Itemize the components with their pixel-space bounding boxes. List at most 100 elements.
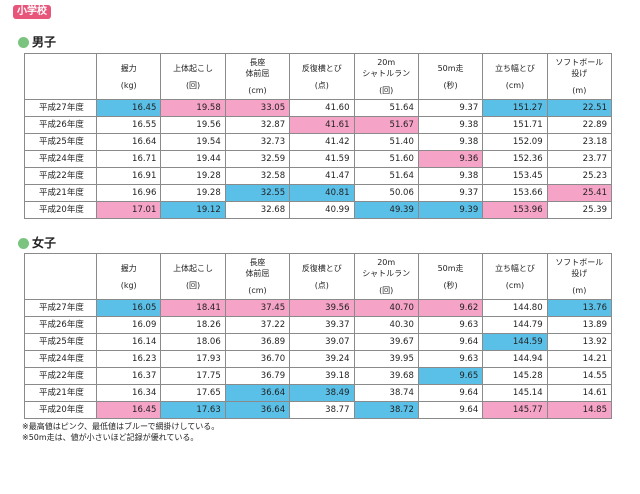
value-cell: 39.18 <box>289 367 355 385</box>
column-header-unit: (秒) <box>443 80 458 90</box>
section-title-text: 女子 <box>32 236 57 250</box>
header-row: 握力 (kg) 上体起こし (回) 長座 体前屈 (cm) 反復横とび (点) 20m シャトル… <box>24 53 613 100</box>
column-header: 上体起こし (回) <box>160 253 226 300</box>
value-cell: 38.77 <box>289 401 355 419</box>
value-cell: 16.71 <box>95 150 162 168</box>
section-title-girls: 女子 <box>18 235 56 251</box>
value-cell: 14.21 <box>546 350 613 368</box>
min-value-cell: 13.76 <box>546 299 613 317</box>
column-header: 50m走 (秒) <box>417 53 484 100</box>
value-cell: 39.37 <box>289 316 355 334</box>
column-header: 長座 体前屈 (cm) <box>224 253 291 300</box>
column-header-name: 長座 体前屈 <box>245 58 270 78</box>
min-value-cell: 40.81 <box>289 184 355 202</box>
value-cell: 9.38 <box>417 167 484 185</box>
table-row: 平成22年度 16.37 17.75 36.79 39.18 39.68 9.65 145.2… <box>24 367 613 385</box>
value-cell: 41.47 <box>289 167 355 185</box>
value-cell: 9.64 <box>417 333 484 351</box>
value-cell: 145.14 <box>482 384 548 402</box>
value-cell: 39.24 <box>289 350 355 368</box>
max-value-cell: 9.36 <box>417 150 484 168</box>
value-cell: 144.94 <box>482 350 548 368</box>
max-value-cell: 41.61 <box>289 116 355 134</box>
footnote: ※最高値はピンク、最低値はブルーで網掛けしている。 <box>22 422 220 431</box>
column-header-name: 立ち幅とび <box>494 263 535 273</box>
value-cell: 153.45 <box>482 167 548 185</box>
table-row: 平成27年度 16.05 18.41 37.45 39.56 40.70 9.62 144.8… <box>24 299 613 317</box>
girls-table: 握力 (kg) 上体起こし (回) 長座 体前屈 (cm) 反復横とび (点) 20m シャトル… <box>24 253 613 419</box>
value-cell: 144.80 <box>482 299 548 317</box>
column-header: 握力 (kg) <box>95 53 162 100</box>
min-value-cell: 49.39 <box>353 201 419 219</box>
value-cell: 40.30 <box>353 316 419 334</box>
max-value-cell: 37.45 <box>224 299 291 317</box>
year-cell: 平成21年度 <box>24 384 97 402</box>
min-value-cell: 151.27 <box>482 99 548 117</box>
value-cell: 9.64 <box>417 401 484 419</box>
table-row: 平成20年度 16.45 17.63 36.64 38.77 38.72 9.64 145.7… <box>24 401 613 419</box>
min-value-cell: 36.64 <box>224 401 291 419</box>
column-header: 50m走 (秒) <box>417 253 484 300</box>
max-value-cell: 16.45 <box>95 401 162 419</box>
value-cell: 36.70 <box>224 350 291 368</box>
year-cell: 平成20年度 <box>24 401 97 419</box>
max-value-cell: 9.62 <box>417 299 484 317</box>
column-header-name: 反復横とび <box>301 63 342 73</box>
value-cell: 40.99 <box>289 201 355 219</box>
value-cell: 51.40 <box>353 133 419 151</box>
min-value-cell: 22.51 <box>546 99 613 117</box>
value-cell: 16.23 <box>95 350 162 368</box>
value-cell: 9.63 <box>417 350 484 368</box>
value-cell: 9.37 <box>417 184 484 202</box>
year-cell: 平成22年度 <box>24 367 97 385</box>
value-cell: 22.89 <box>546 116 613 134</box>
value-cell: 16.64 <box>95 133 162 151</box>
green-dot-icon <box>18 36 29 48</box>
section-title-boys: 男子 <box>18 34 56 50</box>
footnote: ※50m走は、値が小さいほど記録が優れている。 <box>22 433 199 442</box>
table-row: 平成25年度 16.14 18.06 36.89 39.07 39.67 9.64 144.5… <box>24 333 613 351</box>
value-cell: 19.44 <box>160 150 226 168</box>
value-cell: 37.22 <box>224 316 291 334</box>
value-cell: 19.28 <box>160 167 226 185</box>
column-header-unit: (cm) <box>248 286 267 295</box>
value-cell: 51.60 <box>353 150 419 168</box>
column-header-unit: (秒) <box>443 280 458 290</box>
max-value-cell: 18.41 <box>160 299 226 317</box>
value-cell: 41.60 <box>289 99 355 117</box>
column-header-name: 立ち幅とび <box>494 63 535 73</box>
column-header: 立ち幅とび (cm) <box>482 253 548 300</box>
max-value-cell: 153.96 <box>482 201 548 219</box>
column-header-name: 20m シャトルラン <box>362 58 411 78</box>
column-header: 長座 体前屈 (cm) <box>224 53 291 100</box>
value-cell: 14.61 <box>546 384 613 402</box>
value-cell: 16.09 <box>95 316 162 334</box>
column-header-unit: (回) <box>379 286 394 295</box>
column-header-name: 握力 <box>120 263 137 273</box>
value-cell: 32.73 <box>224 133 291 151</box>
value-cell: 39.07 <box>289 333 355 351</box>
column-header-name: 20m シャトルラン <box>362 258 411 278</box>
value-cell: 17.93 <box>160 350 226 368</box>
value-cell: 25.39 <box>546 201 613 219</box>
footnotes: ※最高値はピンク、最低値はブルーで網掛けしている。 ※50m走は、値が小さいほど… <box>22 421 219 443</box>
value-cell: 41.42 <box>289 133 355 151</box>
value-cell: 36.89 <box>224 333 291 351</box>
table-row: 平成22年度 16.91 19.28 32.58 41.47 51.64 9.38 153.4… <box>24 167 613 185</box>
section-title-text: 男子 <box>32 35 57 49</box>
value-cell: 13.89 <box>546 316 613 334</box>
column-header-unit: (回) <box>185 280 201 290</box>
column-header: 反復横とび (点) <box>289 253 355 300</box>
min-value-cell: 17.63 <box>160 401 226 419</box>
value-cell: 16.14 <box>95 333 162 351</box>
value-cell: 17.75 <box>160 367 226 385</box>
column-header-name: 長座 体前屈 <box>245 258 270 278</box>
value-cell: 17.65 <box>160 384 226 402</box>
min-value-cell: 36.64 <box>224 384 291 402</box>
value-cell: 9.38 <box>417 116 484 134</box>
value-cell: 32.58 <box>224 167 291 185</box>
value-cell: 14.55 <box>546 367 613 385</box>
max-value-cell: 19.58 <box>160 99 226 117</box>
year-cell: 平成20年度 <box>24 201 97 219</box>
column-header-name: 上体起こし <box>173 263 214 273</box>
